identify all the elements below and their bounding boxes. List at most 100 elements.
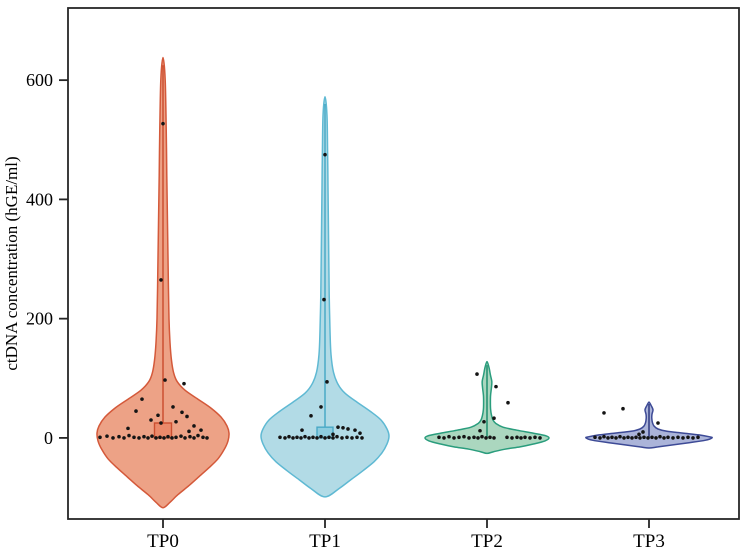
data-point: [482, 420, 486, 424]
y-axis-title: ctDNA concentration (hGE/ml): [2, 156, 21, 370]
data-point: [484, 436, 488, 440]
data-point: [331, 432, 335, 437]
data-point: [170, 436, 174, 440]
data-point: [156, 413, 160, 418]
x-tick-label-tp1: TP1: [309, 531, 341, 552]
data-point: [196, 433, 200, 438]
data-point: [278, 435, 282, 440]
data-point: [662, 436, 666, 440]
data-point: [319, 405, 323, 409]
scatter-points-tp3: [593, 406, 700, 440]
plot-frame: [67, 7, 740, 520]
data-point: [199, 428, 203, 432]
data-point: [179, 434, 183, 438]
data-point: [457, 435, 461, 440]
data-point: [533, 435, 537, 440]
data-point: [171, 405, 175, 409]
data-point: [98, 435, 102, 440]
data-point: [686, 435, 690, 440]
data-point: [492, 436, 496, 440]
scatter-points-tp1: [278, 152, 364, 440]
data-point: [494, 384, 498, 389]
data-point: [300, 428, 304, 432]
data-point: [163, 378, 167, 382]
data-point: [149, 418, 153, 422]
y-tick-label: 400: [26, 189, 53, 209]
data-point: [467, 436, 471, 440]
data-point: [205, 436, 209, 440]
data-point: [475, 372, 479, 376]
scatter-points-tp0: [98, 121, 209, 440]
data-point: [641, 430, 645, 434]
data-point: [472, 435, 476, 440]
data-point: [593, 435, 597, 440]
data-point: [602, 411, 606, 415]
y-axis: 0 200 400 600 ctDNA concentration (hGE/ml): [2, 70, 68, 448]
data-point: [340, 436, 344, 440]
x-tick-label-tp2: TP2: [471, 531, 503, 552]
y-tick-label: 200: [26, 309, 53, 329]
data-point: [174, 435, 178, 440]
data-point: [478, 428, 482, 433]
data-point: [505, 435, 509, 440]
x-tick-label-tp0: TP0: [147, 531, 179, 552]
data-point: [488, 435, 492, 440]
data-point: [621, 406, 625, 411]
x-tick-label-tp3: TP3: [633, 531, 665, 552]
data-point: [606, 436, 610, 440]
data-point: [442, 436, 446, 440]
data-point: [187, 429, 191, 434]
data-point: [161, 121, 165, 126]
data-point: [295, 435, 299, 440]
violin-tp2: [424, 360, 550, 455]
data-point: [642, 435, 646, 440]
data-point: [437, 435, 441, 440]
data-point: [159, 278, 163, 282]
data-point: [666, 435, 670, 440]
data-point: [158, 435, 162, 440]
data-point: [322, 297, 326, 302]
data-point: [105, 434, 109, 438]
data-point: [650, 435, 654, 440]
data-point: [323, 152, 327, 157]
data-point: [307, 436, 311, 440]
data-point: [336, 425, 340, 429]
data-point: [341, 425, 345, 430]
data-point: [447, 434, 451, 439]
data-point: [183, 436, 187, 440]
violin-tp3: [585, 401, 713, 449]
data-point: [137, 436, 141, 440]
data-point: [480, 434, 484, 439]
data-point: [658, 434, 662, 439]
data-point: [117, 434, 121, 439]
data-point: [462, 434, 466, 439]
data-point: [287, 434, 291, 439]
data-point: [311, 435, 315, 440]
data-point: [614, 436, 618, 440]
data-point: [180, 410, 184, 415]
data-point: [201, 435, 205, 440]
data-point: [671, 436, 675, 440]
y-tick-label: 600: [26, 70, 53, 90]
data-point: [598, 436, 602, 440]
data-point: [122, 436, 126, 440]
data-point: [185, 414, 189, 419]
data-point: [346, 427, 350, 431]
data-point: [315, 436, 319, 440]
data-point: [452, 436, 456, 440]
data-point: [154, 436, 158, 440]
data-point: [132, 435, 136, 440]
data-point: [323, 436, 327, 440]
data-point: [492, 416, 496, 421]
data-point: [192, 436, 196, 440]
data-point: [142, 434, 146, 439]
data-point: [159, 421, 163, 425]
data-point: [634, 435, 638, 440]
data-point: [309, 414, 313, 418]
data-point: [188, 434, 192, 439]
data-point: [476, 436, 480, 440]
data-point: [350, 436, 354, 440]
data-point: [127, 433, 131, 438]
data-point: [696, 435, 700, 440]
